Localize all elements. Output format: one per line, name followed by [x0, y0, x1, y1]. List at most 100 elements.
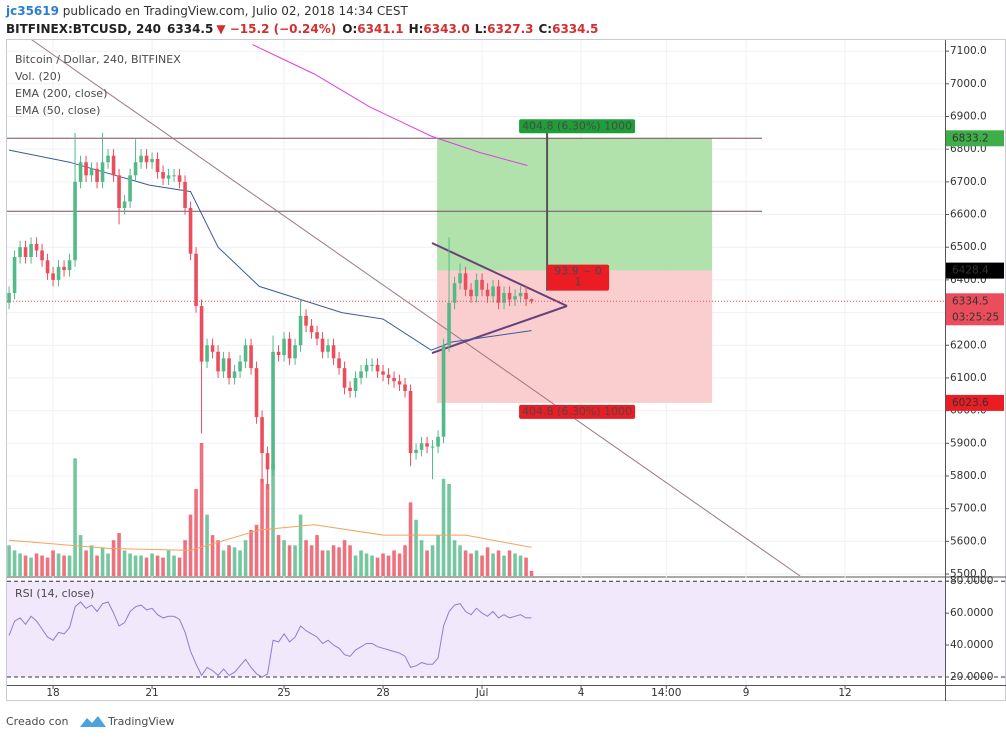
- stop-label-box: [519, 404, 636, 419]
- candle-body: [414, 449, 418, 454]
- volume-bar: [485, 547, 490, 576]
- candle-body: [276, 351, 281, 356]
- x-tick-label: 14:00: [651, 687, 681, 699]
- volume-bar: [408, 502, 413, 576]
- volume-bar: [40, 555, 44, 576]
- last-price-tag: [946, 293, 1004, 326]
- x-tick-label: 4: [578, 687, 585, 699]
- volume-bar: [359, 550, 363, 576]
- volume-bar: [403, 545, 407, 576]
- last: 6334.5: [167, 22, 213, 36]
- candle-body: [166, 175, 171, 179]
- candle-body: [287, 338, 292, 359]
- volume-bar: [425, 550, 429, 576]
- volume-bar: [320, 550, 325, 576]
- volume-bar: [216, 540, 220, 576]
- candle-body: [111, 155, 116, 176]
- volume-bar: [23, 555, 28, 576]
- candle-body: [458, 273, 462, 284]
- volume-bar: [452, 540, 457, 576]
- y-tick-label: 5500.0: [950, 568, 987, 580]
- stop-label: 404.8 (6.30%) 1000: [522, 405, 632, 418]
- candle-body: [73, 181, 77, 261]
- volume-bar: [117, 533, 121, 576]
- candle-body: [128, 175, 132, 202]
- volume-bar: [271, 463, 275, 576]
- candle-body: [67, 260, 72, 271]
- candle-body: [249, 345, 253, 369]
- y-tick-label: 6600.0: [950, 209, 987, 221]
- candle-body: [238, 361, 242, 372]
- volume-ma: [9, 524, 532, 551]
- price-tag: [946, 130, 1004, 147]
- author[interactable]: jc35619: [5, 4, 59, 18]
- trendline: [431, 305, 568, 355]
- volume-bar: [441, 478, 446, 576]
- volume-bar: [331, 545, 336, 576]
- footer-brand[interactable]: TradingView: [107, 715, 174, 728]
- volume-bar: [419, 540, 424, 576]
- candle-body: [463, 273, 468, 290]
- volume-bar: [84, 550, 88, 576]
- symbol: BITFINEX:BTCUSD, 240: [6, 22, 161, 36]
- volume-bar: [7, 545, 11, 576]
- candle-body: [430, 446, 435, 448]
- candle-body: [282, 338, 286, 356]
- candle-body: [117, 175, 121, 208]
- candle-body: [106, 155, 110, 163]
- candle-body: [326, 345, 330, 352]
- volume-bar: [436, 535, 440, 576]
- price-tag-label: 6833.2: [952, 132, 989, 144]
- center-label: 93.9 ~ 0: [554, 265, 602, 278]
- candle-body: [337, 358, 341, 369]
- legend-entry: EMA (50, close): [15, 104, 100, 117]
- volume-bar: [56, 553, 61, 576]
- candle-body: [315, 332, 319, 339]
- candle-body: [62, 266, 66, 271]
- y-tick-label: 60.0000: [950, 607, 993, 619]
- candle-body: [183, 181, 187, 208]
- volume-bar: [304, 540, 308, 576]
- ohlc-key: H:: [409, 22, 424, 36]
- volume-bar: [315, 535, 319, 576]
- candle-body: [232, 371, 237, 378]
- price-tag: [946, 394, 1004, 411]
- candle-body: [359, 371, 363, 378]
- candle-body: [353, 377, 358, 392]
- volume-bar: [392, 550, 396, 576]
- x-tick-label: 12: [838, 687, 851, 699]
- volume-bar: [254, 524, 259, 576]
- volume-bar: [177, 557, 182, 576]
- y-tick-label: 6200.0: [950, 339, 987, 351]
- volume-bar: [122, 550, 127, 576]
- candle-body: [364, 364, 369, 372]
- volume-bar: [188, 514, 193, 576]
- candle-body: [78, 162, 83, 182]
- volume-bar: [480, 555, 484, 576]
- volume-bar: [161, 557, 165, 576]
- candle-body: [304, 315, 308, 326]
- volume-bar: [144, 557, 149, 576]
- candle-body: [403, 384, 407, 392]
- trendline: [31, 40, 801, 576]
- candle-body: [518, 292, 523, 297]
- plot-area: 404.8 (6.30%) 1000 404.8 (6.30%) 1000 93.9…: [7, 40, 801, 576]
- rsi-band: [7, 581, 945, 678]
- candle-body: [320, 338, 325, 352]
- y-tick-label: 5900.0: [950, 437, 987, 449]
- candle-body: [513, 296, 517, 300]
- rsi-line: [8, 601, 532, 678]
- y-tick-label: 6700.0: [950, 176, 987, 188]
- ohlc-value: 6327.3: [487, 22, 533, 36]
- volume-bar: [496, 550, 501, 576]
- candle-body: [243, 345, 248, 362]
- candle-body: [216, 351, 220, 372]
- volume-bar: [381, 553, 385, 576]
- volume-bar: [243, 540, 248, 576]
- candle-body: [205, 345, 209, 362]
- candle-body: [298, 315, 303, 346]
- volume-bar: [12, 550, 17, 576]
- footer-created: Creado con: [6, 715, 68, 728]
- candle-body: [194, 253, 198, 307]
